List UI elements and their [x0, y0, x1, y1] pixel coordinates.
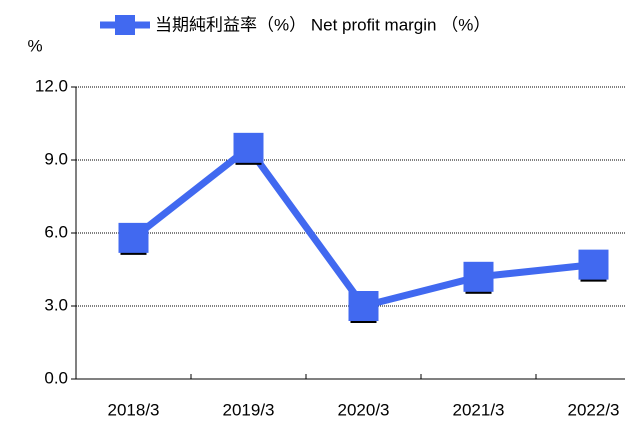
y-unit: %: [27, 36, 42, 55]
line: [131, 144, 594, 310]
legend-marker: [115, 15, 135, 35]
y-tick-label: 12.0: [35, 76, 68, 95]
y-tick-label: 0.0: [44, 368, 68, 387]
marker: [578, 249, 609, 280]
marker: [233, 132, 264, 163]
marker: [118, 222, 149, 253]
x-tick-label: 2020/3: [338, 400, 390, 419]
x-tick-label: 2018/3: [108, 400, 160, 419]
x-tick-label: 2019/3: [223, 400, 275, 419]
y-tick-label: 6.0: [44, 222, 68, 241]
y-tick-label: 3.0: [44, 295, 68, 314]
marker: [348, 291, 379, 321]
x-tick-label: 2022/3: [568, 400, 620, 419]
x-tick-label: 2021/3: [453, 400, 505, 419]
y-tick-label: 9.0: [44, 149, 68, 168]
legend-label: 当期純利益率（%） Net profit margin （%）: [155, 15, 490, 34]
marker: [463, 261, 494, 292]
